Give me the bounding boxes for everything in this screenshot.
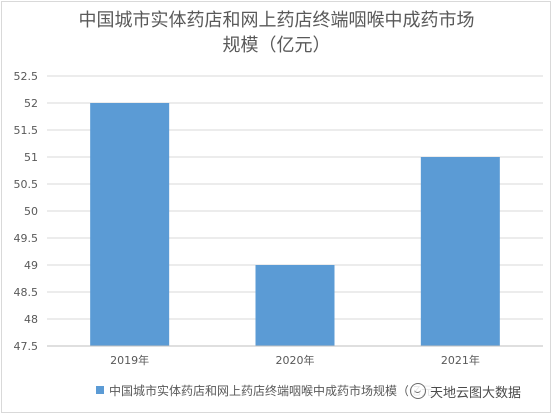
bar — [255, 265, 335, 346]
legend: 中国城市实体药店和网上药店终端咽喉中成药市场规模（亿元） — [96, 381, 445, 399]
x-tick-label: 2019年 — [110, 353, 149, 367]
y-tick-label: 50.5 — [14, 178, 39, 191]
y-tick-label: 52.5 — [14, 70, 39, 83]
watermark: 天地云图大数据 — [408, 380, 522, 402]
bar — [420, 157, 500, 346]
x-tick-label: 2020年 — [276, 353, 315, 367]
x-tick-label: 2021年 — [441, 353, 480, 367]
legend-swatch — [96, 386, 104, 394]
watermark-text: 天地云图大数据 — [430, 385, 522, 401]
y-tick-label: 51.5 — [14, 124, 39, 137]
y-tick-label: 49 — [24, 259, 38, 272]
bar — [90, 103, 170, 346]
legend-label: 中国城市实体药店和网上药店终端咽喉中成药市场规模（亿元） — [109, 383, 446, 398]
y-tick-label: 51 — [24, 151, 38, 164]
chart-title-line-1: 中国城市实体药店和网上药店终端咽喉中成药市场 — [78, 10, 475, 31]
y-tick-label: 47.5 — [14, 340, 39, 353]
y-tick-label: 52 — [24, 97, 38, 110]
chart-title-line-2: 规模（亿元） — [222, 35, 331, 56]
y-tick-label: 50 — [24, 205, 38, 218]
chart-title: 中国城市实体药店和网上药店终端咽喉中成药市场 规模（亿元） — [0, 8, 553, 58]
y-tick-label: 48.5 — [14, 286, 39, 299]
y-tick-label: 49.5 — [14, 232, 39, 245]
y-tick-label: 48 — [24, 313, 38, 326]
wechat-icon — [410, 383, 426, 399]
